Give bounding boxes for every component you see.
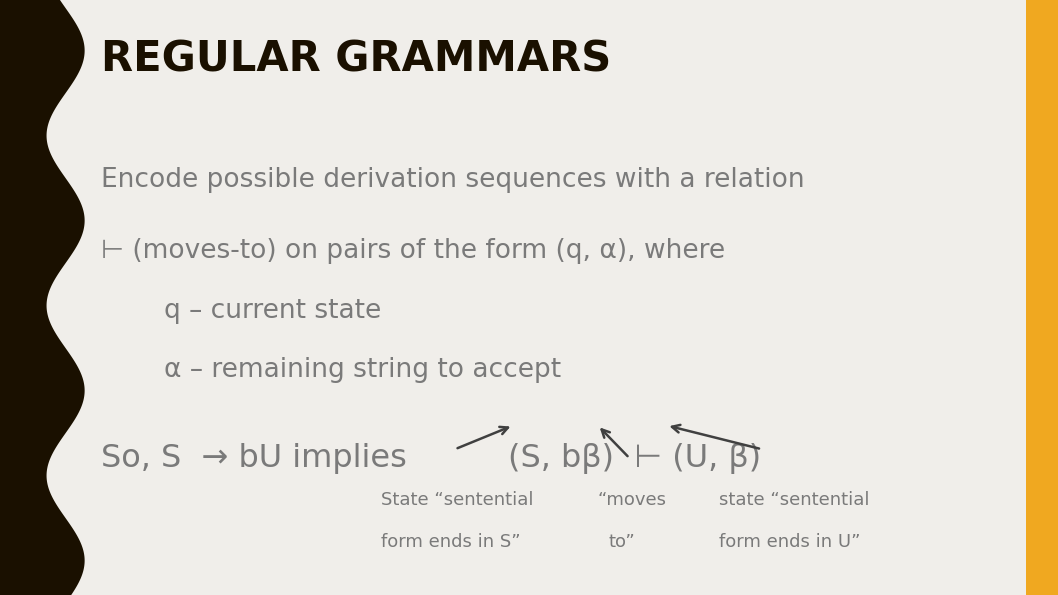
Bar <box>1026 0 1058 595</box>
Polygon shape <box>0 0 85 595</box>
Text: form ends in U”: form ends in U” <box>719 533 861 550</box>
Text: State “sentential: State “sentential <box>381 491 533 509</box>
Text: ⊢ (moves-to) on pairs of the form (q, α), where: ⊢ (moves-to) on pairs of the form (q, α)… <box>101 238 725 264</box>
Text: form ends in S”: form ends in S” <box>381 533 521 550</box>
Text: Encode possible derivation sequences with a relation: Encode possible derivation sequences wit… <box>101 167 804 193</box>
Text: So, S  → bU implies: So, S → bU implies <box>101 443 406 474</box>
Text: “moves: “moves <box>598 491 667 509</box>
Text: α – remaining string to accept: α – remaining string to accept <box>164 357 561 383</box>
Text: to”: to” <box>608 533 635 550</box>
Text: REGULAR GRAMMARS: REGULAR GRAMMARS <box>101 39 610 81</box>
Text: (S, bβ)  ⊢ (U, β): (S, bβ) ⊢ (U, β) <box>508 443 761 474</box>
Text: state “sentential: state “sentential <box>719 491 870 509</box>
Text: q – current state: q – current state <box>164 298 381 324</box>
